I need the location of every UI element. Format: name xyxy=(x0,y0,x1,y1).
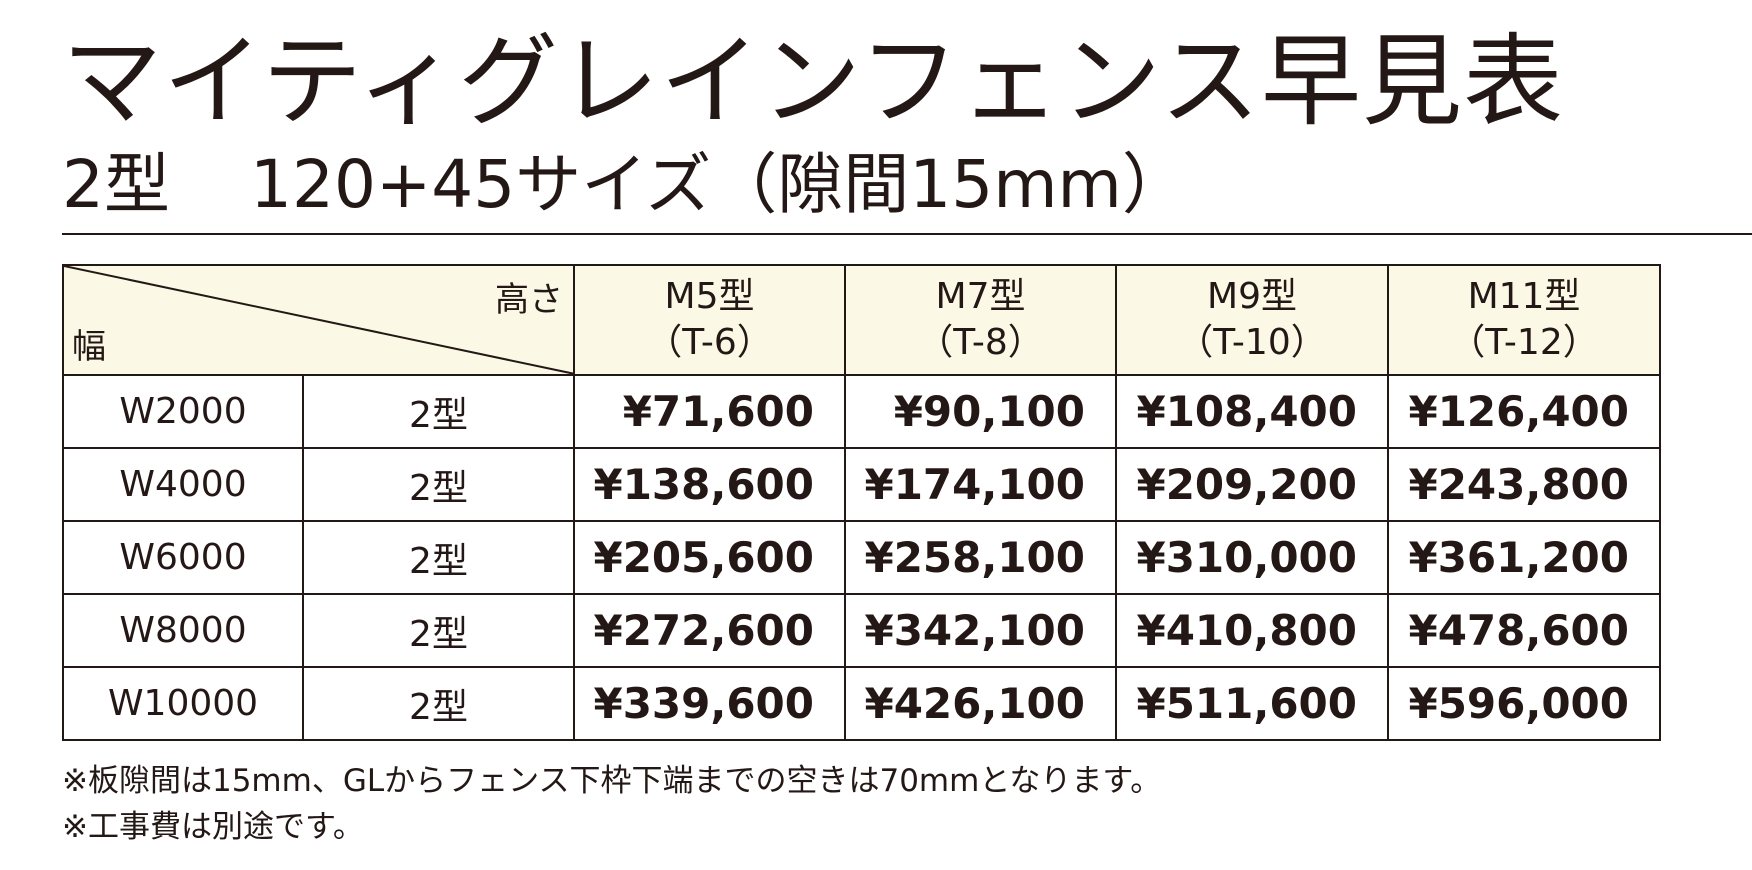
page-subtitle: 2型 120+45サイズ（隙間15mm） xyxy=(62,145,1188,225)
price-cell: ¥426,100 xyxy=(844,666,1117,741)
model-name: M9型 xyxy=(1207,276,1297,317)
table-header-row: 高さ 幅 M5型 （T-6） M7型 （T-8） M9型 （T-10） M11型… xyxy=(62,264,1661,376)
title-divider xyxy=(62,233,1752,235)
model-header-m9: M9型 （T-10） xyxy=(1115,264,1389,376)
table-row: W6000 2型 ¥205,600 ¥258,100 ¥310,000 ¥361… xyxy=(62,520,1661,595)
price-cell: ¥361,200 xyxy=(1387,520,1661,595)
table-row: W10000 2型 ¥339,600 ¥426,100 ¥511,600 ¥59… xyxy=(62,666,1661,741)
price-cell: ¥272,600 xyxy=(573,593,846,668)
width-label: 幅 xyxy=(72,327,106,367)
price-cell: ¥596,000 xyxy=(1387,666,1661,741)
width-cell: W8000 xyxy=(62,593,304,668)
price-cell: ¥174,100 xyxy=(844,447,1117,522)
page-title: マイティグレインフェンス早見表 xyxy=(62,23,1564,140)
type-cell: 2型 xyxy=(302,593,575,668)
subtitle-type: 2型 xyxy=(62,146,170,223)
price-cell: ¥410,800 xyxy=(1115,593,1389,668)
model-name: M11型 xyxy=(1467,276,1581,317)
model-code: （T-12） xyxy=(1449,322,1599,363)
model-header-m11: M11型 （T-12） xyxy=(1387,264,1661,376)
price-cell: ¥108,400 xyxy=(1115,374,1389,449)
price-cell: ¥126,400 xyxy=(1387,374,1661,449)
corner-header-cell: 高さ 幅 xyxy=(62,264,575,376)
width-cell: W4000 xyxy=(62,447,304,522)
model-header-m5: M5型 （T-6） xyxy=(573,264,846,376)
table-row: W8000 2型 ¥272,600 ¥342,100 ¥410,800 ¥478… xyxy=(62,593,1661,668)
table-row: W2000 2型 ¥71,600 ¥90,100 ¥108,400 ¥126,4… xyxy=(62,374,1661,449)
price-cell: ¥209,200 xyxy=(1115,447,1389,522)
height-label: 高さ xyxy=(495,280,563,320)
price-table: 高さ 幅 M5型 （T-6） M7型 （T-8） M9型 （T-10） M11型… xyxy=(62,264,1661,741)
model-name: M7型 xyxy=(935,276,1026,317)
type-cell: 2型 xyxy=(302,374,575,449)
price-cell: ¥342,100 xyxy=(844,593,1117,668)
footnote-gap: ※板隙間は15mm、GLからフェンス下枠下端までの空きは70mmとなります。 xyxy=(62,763,1162,799)
diagonal-divider xyxy=(65,267,572,373)
price-cell: ¥258,100 xyxy=(844,520,1117,595)
type-cell: 2型 xyxy=(302,666,575,741)
model-code: （T-6） xyxy=(646,322,773,363)
model-code: （T-8） xyxy=(917,322,1044,363)
model-header-m7: M7型 （T-8） xyxy=(844,264,1117,376)
price-cell: ¥90,100 xyxy=(844,374,1117,449)
subtitle-size: 120+45サイズ（隙間15mm） xyxy=(250,146,1188,223)
price-cell: ¥511,600 xyxy=(1115,666,1389,741)
table-row: W4000 2型 ¥138,600 ¥174,100 ¥209,200 ¥243… xyxy=(62,447,1661,522)
width-cell: W10000 xyxy=(62,666,304,741)
price-cell: ¥243,800 xyxy=(1387,447,1661,522)
type-cell: 2型 xyxy=(302,520,575,595)
width-cell: W6000 xyxy=(62,520,304,595)
model-name: M5型 xyxy=(664,276,755,317)
price-cell: ¥138,600 xyxy=(573,447,846,522)
model-code: （T-10） xyxy=(1177,322,1327,363)
footnote-construction: ※工事費は別途です。 xyxy=(62,809,364,845)
price-cell: ¥205,600 xyxy=(573,520,846,595)
price-cell: ¥339,600 xyxy=(573,666,846,741)
price-cell: ¥71,600 xyxy=(573,374,846,449)
type-cell: 2型 xyxy=(302,447,575,522)
price-cell: ¥310,000 xyxy=(1115,520,1389,595)
width-cell: W2000 xyxy=(62,374,304,449)
price-cell: ¥478,600 xyxy=(1387,593,1661,668)
footnotes: ※板隙間は15mm、GLからフェンス下枠下端までの空きは70mmとなります。 ※… xyxy=(62,758,1161,850)
